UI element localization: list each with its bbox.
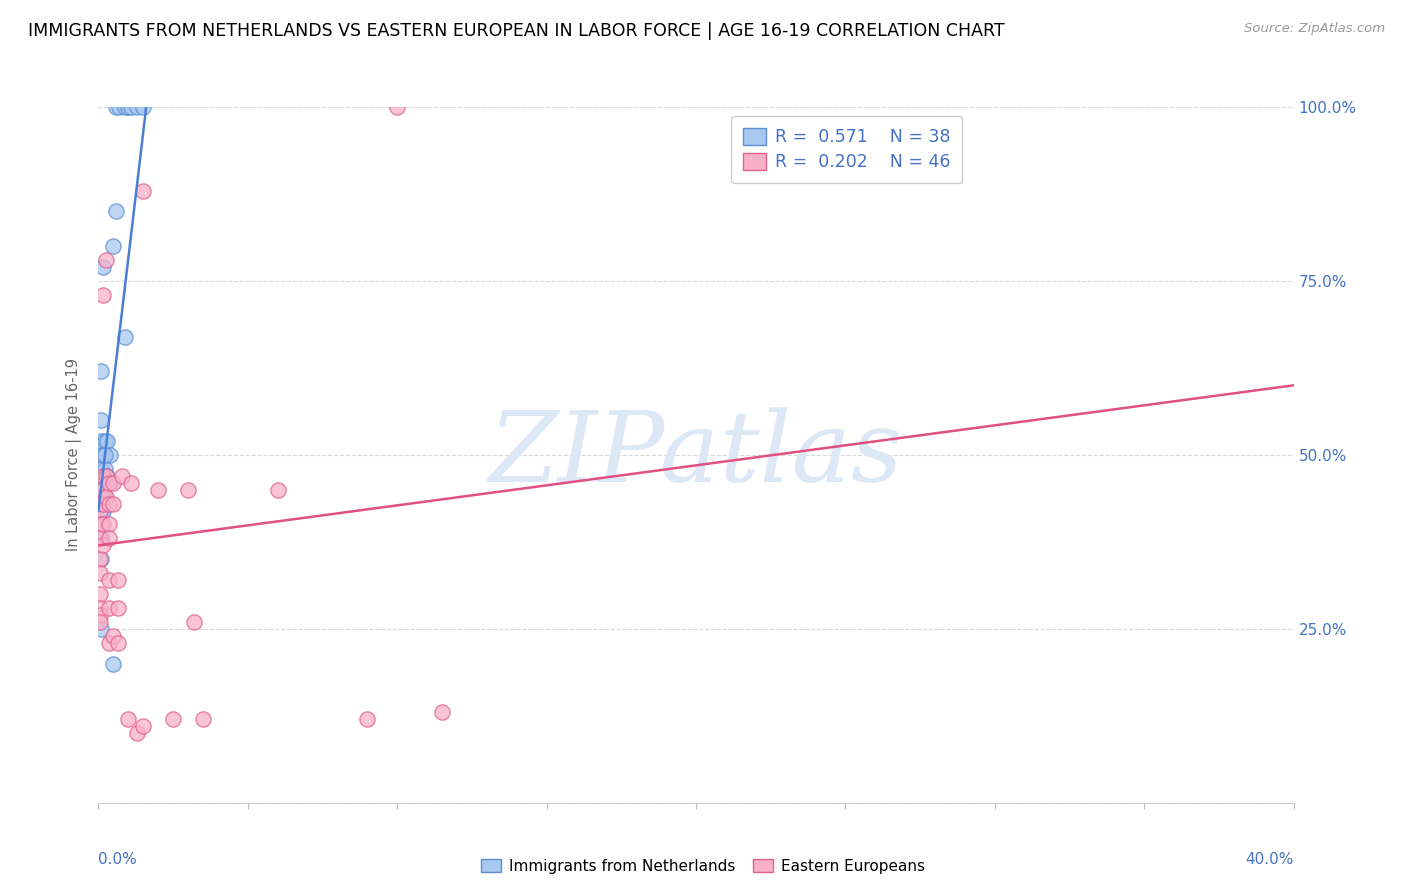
Point [108,100,131,114]
Point [87,497,110,511]
Point [183,615,205,629]
Point [103,497,125,511]
Point [91,538,114,552]
Point [94,434,117,448]
Point [103,657,125,671]
Point [107,636,129,650]
Point [94,468,117,483]
Point [132,184,155,198]
Point [89,587,111,601]
Point [90,622,112,636]
Point [96,434,118,448]
Point [91,448,114,462]
Point [90,413,112,427]
Point [267,483,290,497]
Legend: R =  0.571    N = 38, R =  0.202    N = 46: R = 0.571 N = 38, R = 0.202 N = 46 [731,116,962,184]
Point [127,726,149,740]
Point [97,517,120,532]
Point [132,100,155,114]
Point [120,100,142,114]
Point [105,100,128,114]
Point [89,607,111,622]
Point [89,552,111,566]
Point [91,490,114,504]
Point [90,490,112,504]
Point [90,503,112,517]
Point [105,204,128,219]
Point [94,490,117,504]
Point [89,615,111,629]
Point [94,462,117,476]
Point [91,503,114,517]
Point [97,573,120,587]
Point [430,706,453,720]
Point [162,712,184,726]
Point [97,601,120,615]
Point [90,448,112,462]
Point [90,462,112,476]
Point [94,253,117,268]
Point [91,517,114,532]
Point [90,434,112,448]
Point [91,483,114,497]
Point [94,448,117,462]
Point [103,475,125,490]
Point [148,483,170,497]
Point [91,288,114,302]
Point [100,448,122,462]
Point [97,475,120,490]
Text: Source: ZipAtlas.com: Source: ZipAtlas.com [1244,22,1385,36]
Point [91,468,114,483]
Point [89,601,111,615]
Point [97,497,120,511]
Point [90,475,112,490]
Point [100,475,122,490]
Point [356,712,378,726]
Point [177,483,200,497]
Point [91,497,114,511]
Point [90,364,112,378]
Point [111,468,134,483]
Text: IMMIGRANTS FROM NETHERLANDS VS EASTERN EUROPEAN IN LABOR FORCE | AGE 16-19 CORRE: IMMIGRANTS FROM NETHERLANDS VS EASTERN E… [28,22,1005,40]
Point [89,532,111,546]
Point [91,468,114,483]
Point [97,532,120,546]
Point [117,100,139,114]
Text: 0.0%: 0.0% [98,852,138,866]
Point [103,239,125,253]
Point [117,712,139,726]
Point [89,503,111,517]
Point [132,719,155,733]
Point [114,329,136,343]
Point [90,532,112,546]
Point [94,490,117,504]
Point [107,601,129,615]
Point [120,475,142,490]
Point [90,517,112,532]
Point [97,636,120,650]
Point [89,517,111,532]
Point [107,573,129,587]
Y-axis label: In Labor Force | Age 16-19: In Labor Force | Age 16-19 [66,359,83,551]
Point [96,468,118,483]
Point [114,100,136,114]
Point [90,552,112,566]
Point [90,497,112,511]
Point [127,100,149,114]
Point [89,566,111,581]
Point [385,100,409,114]
Point [103,629,125,643]
Text: 40.0%: 40.0% [1246,852,1294,866]
Legend: Immigrants from Netherlands, Eastern Europeans: Immigrants from Netherlands, Eastern Eur… [475,853,931,880]
Text: ZIPatlas: ZIPatlas [489,408,903,502]
Point [91,260,114,274]
Point [191,712,214,726]
